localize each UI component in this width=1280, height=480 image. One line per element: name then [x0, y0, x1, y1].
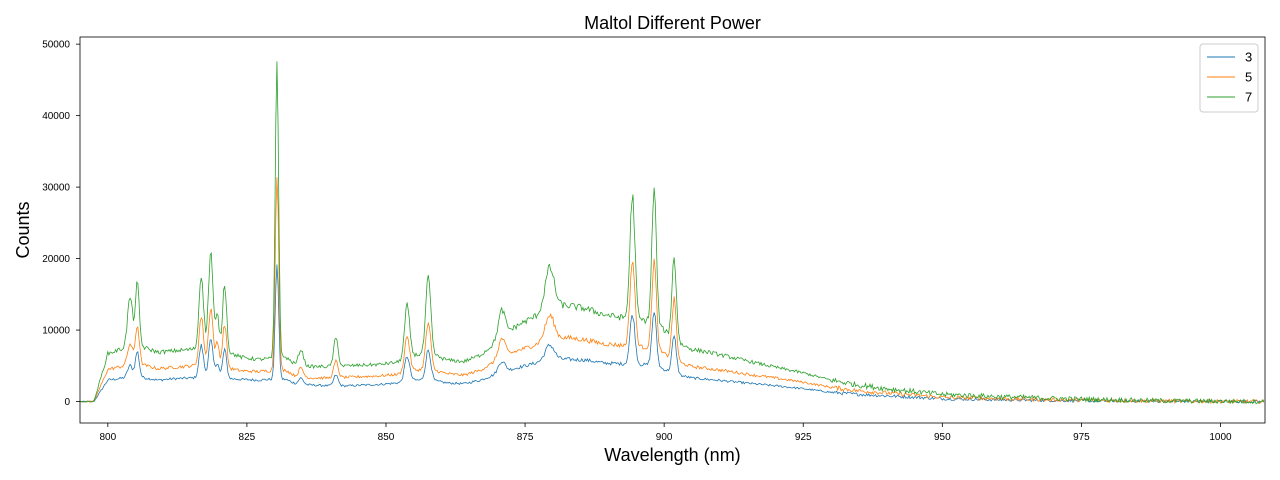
x-tick-label: 950	[934, 432, 951, 443]
legend-label-3: 3	[1245, 50, 1252, 65]
series-layer	[80, 61, 1265, 405]
legend-label-7: 7	[1245, 90, 1252, 105]
x-tick-label: 800	[99, 432, 116, 443]
x-tick-label: 875	[517, 432, 534, 443]
plot-frame	[79, 36, 1266, 424]
y-tick-label: 50000	[42, 40, 70, 51]
legend: 3 5 7	[1199, 43, 1259, 113]
chart-title: Maltol Different Power	[584, 13, 761, 33]
y-tick-label: 20000	[42, 254, 70, 265]
y-tick-label: 0	[64, 397, 70, 408]
x-tick-label: 825	[239, 432, 256, 443]
y-tick-label: 40000	[42, 111, 70, 122]
legend-box	[1199, 43, 1259, 113]
x-tick-label: 900	[656, 432, 673, 443]
y-tick-label: 10000	[42, 326, 70, 337]
x-tick-label: 850	[378, 432, 395, 443]
legend-label-5: 5	[1245, 70, 1252, 85]
x-axis: 800 825 850 875 900 925 950 975 1000	[99, 423, 1232, 443]
y-tick-label: 30000	[42, 183, 70, 194]
x-tick-label: 925	[795, 432, 812, 443]
y-axis: 0 10000 20000 30000 40000 50000	[42, 40, 80, 408]
x-tick-label: 975	[1073, 432, 1090, 443]
x-tick-label: 1000	[1209, 432, 1232, 443]
y-axis-label: Counts	[13, 201, 33, 258]
x-axis-label: Wavelength (nm)	[604, 445, 740, 465]
series-line-7	[80, 61, 1265, 405]
